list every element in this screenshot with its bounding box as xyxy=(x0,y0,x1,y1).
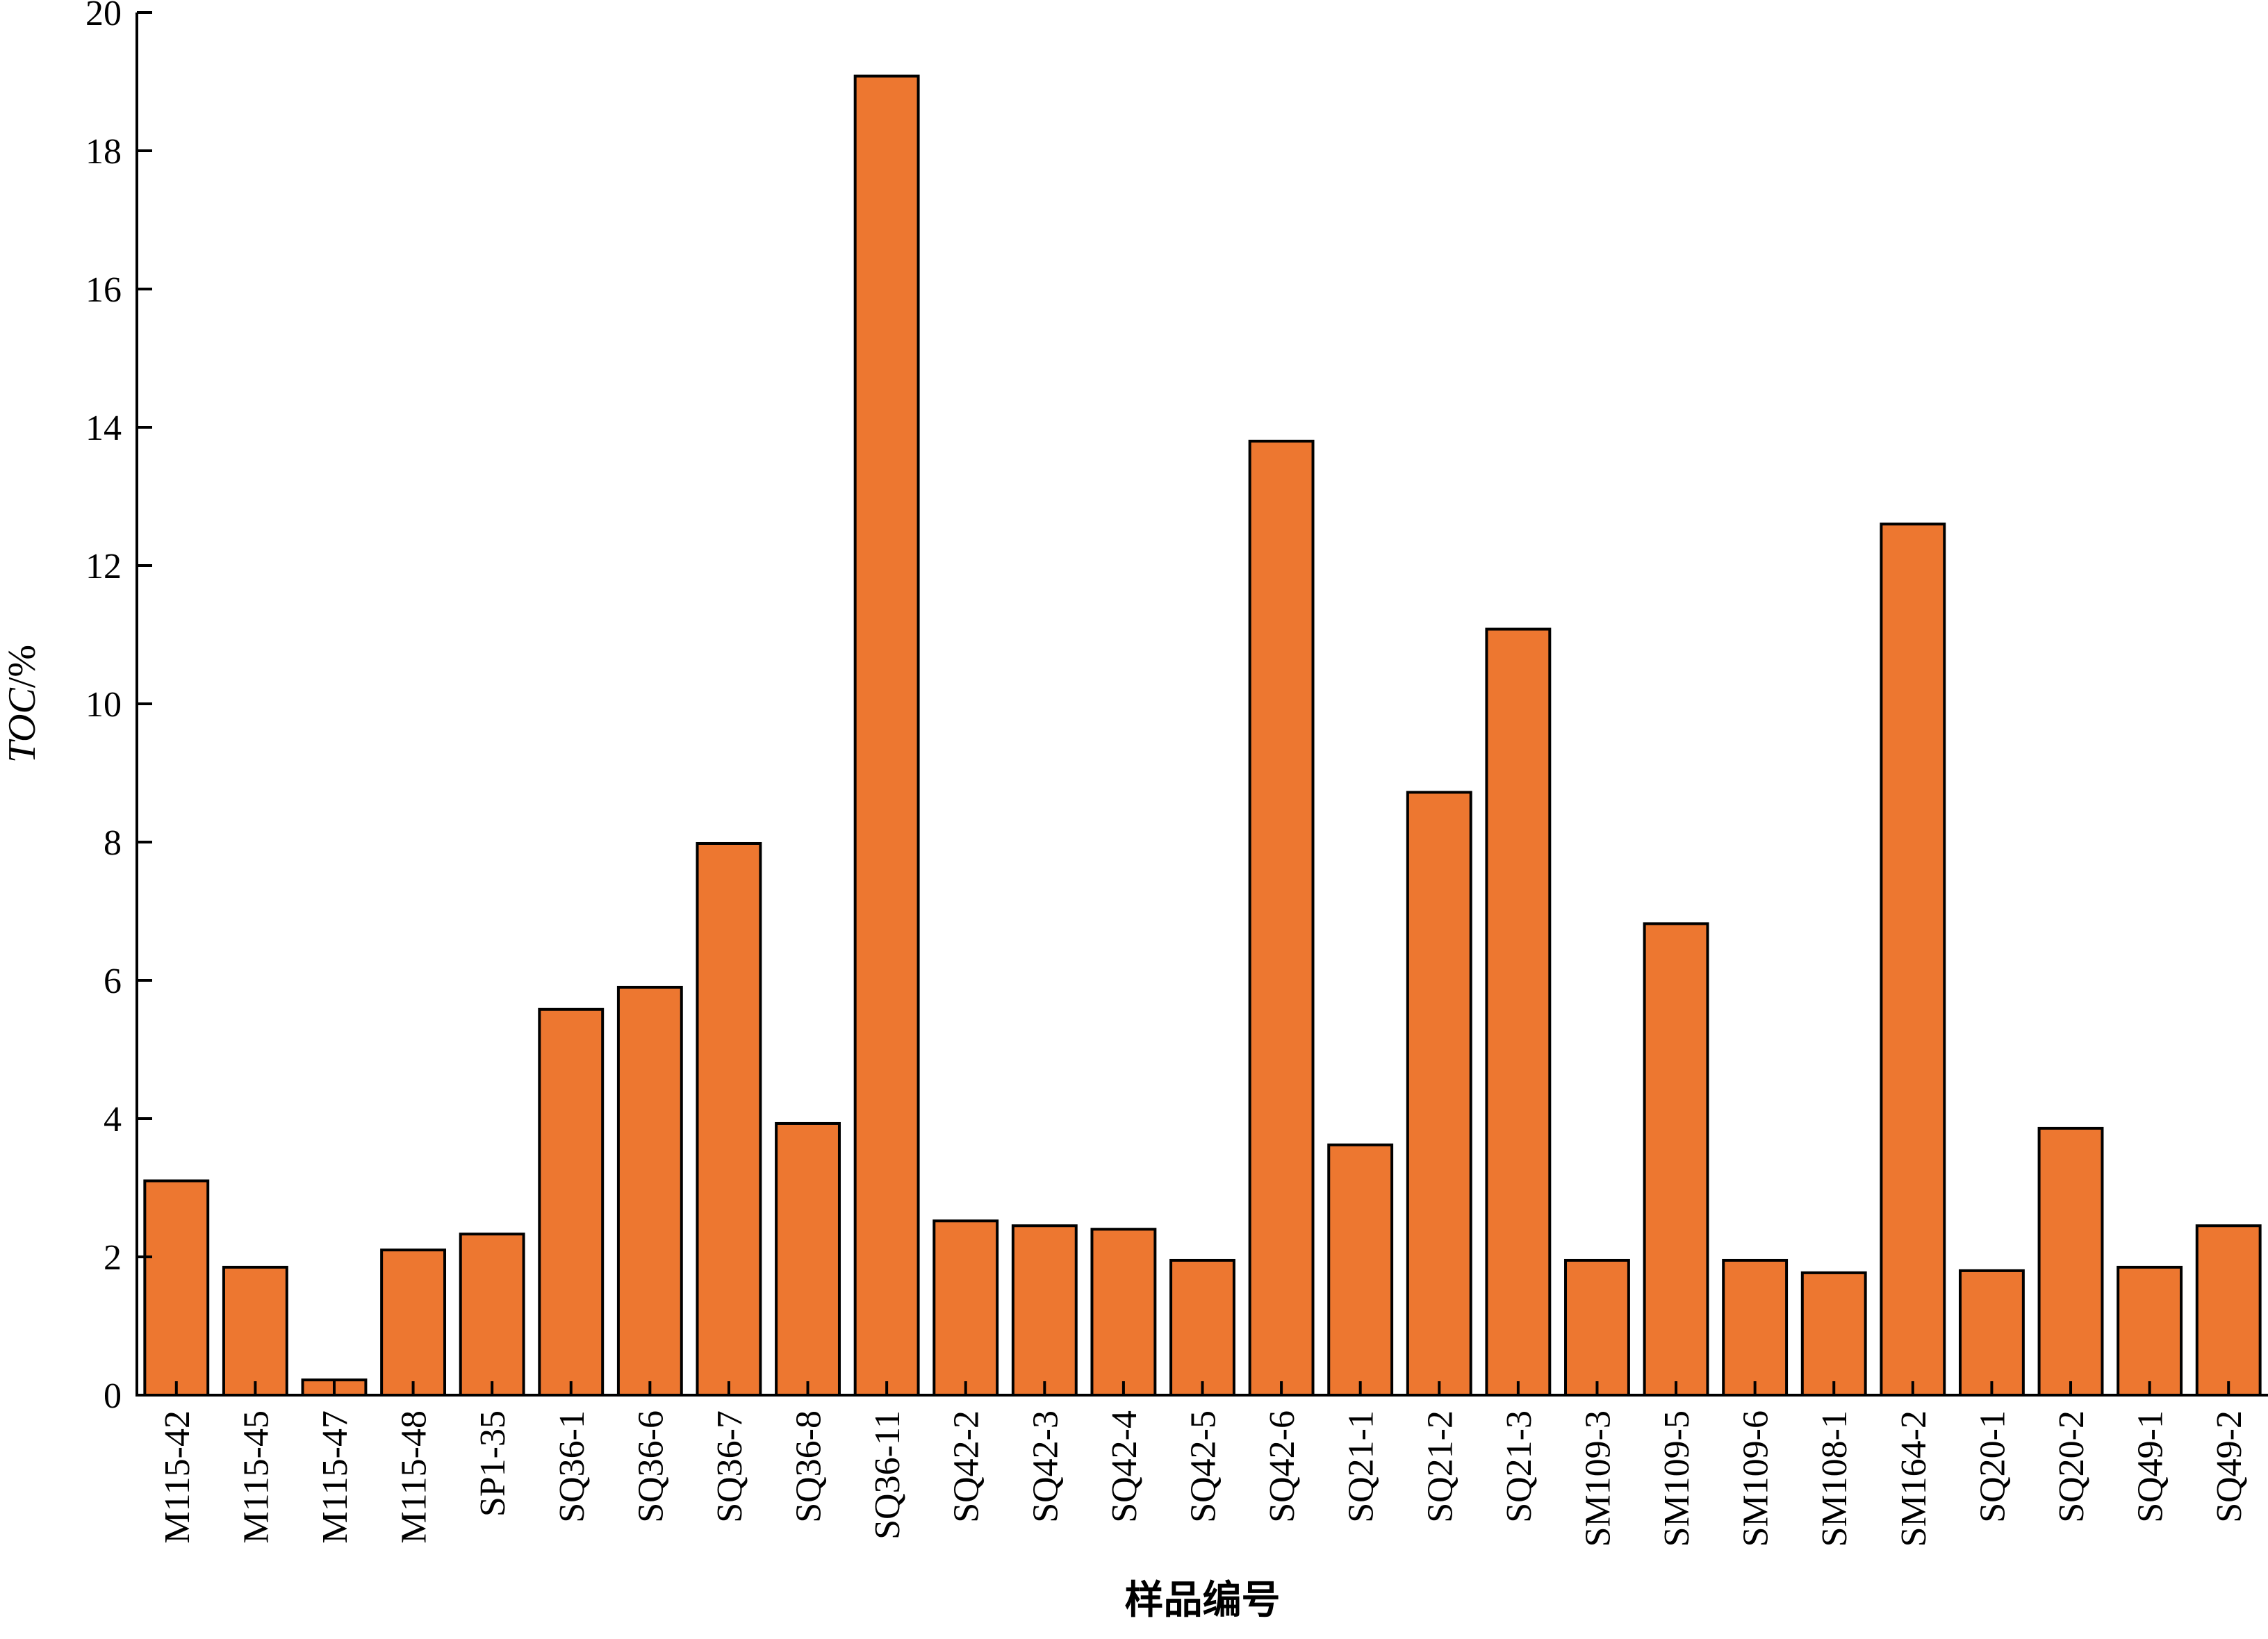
x-tick-label: SQ36-6 xyxy=(631,1410,671,1523)
y-axis-title-unit: /% xyxy=(1,645,44,688)
x-tick-label: SQ21-3 xyxy=(1499,1410,1539,1523)
bar-sm109-3 xyxy=(1564,1258,1630,1397)
x-tick-label: SM109-6 xyxy=(1736,1410,1776,1547)
y-tick-label: 12 xyxy=(85,547,122,586)
y-axis-title-var: TOC xyxy=(1,688,44,764)
y-tick-label: 4 xyxy=(104,1100,122,1139)
x-tick-label: SM164-2 xyxy=(1894,1410,1934,1547)
x-tick-label: SQ36-11 xyxy=(868,1410,907,1540)
x-tick-label: SQ42-6 xyxy=(1263,1410,1302,1523)
bar-sq49-1 xyxy=(2117,1265,2183,1397)
bar-sq21-1 xyxy=(1327,1143,1394,1397)
x-tick-label: SP1-35 xyxy=(473,1410,513,1517)
y-tick-label: 20 xyxy=(85,0,122,33)
x-tick-label: SQ36-8 xyxy=(789,1410,829,1523)
bar-sq42-5 xyxy=(1169,1258,1235,1397)
x-tick-label: M115-48 xyxy=(395,1410,434,1544)
bar-sq36-1 xyxy=(538,1007,605,1397)
bar-sq36-11 xyxy=(853,74,920,1397)
bar-sq49-2 xyxy=(2195,1224,2262,1397)
y-tick-label: 8 xyxy=(104,823,122,863)
y-tick-label: 18 xyxy=(85,132,122,172)
bar-sm109-5 xyxy=(1643,922,1709,1397)
x-tick-label: SQ42-3 xyxy=(1026,1410,1065,1523)
bar-sq20-1 xyxy=(1958,1269,2025,1397)
y-tick-label: 16 xyxy=(85,270,122,310)
bar-sq36-7 xyxy=(696,841,762,1397)
bar-m115-48 xyxy=(380,1249,447,1397)
x-tick-label: SQ49-1 xyxy=(2131,1410,2171,1523)
bar-sq36-8 xyxy=(775,1121,841,1397)
x-tick-label: SQ20-2 xyxy=(2052,1410,2092,1523)
y-tick-label: 10 xyxy=(85,685,122,725)
y-tick-label: 2 xyxy=(104,1238,122,1278)
x-tick-labels: M115-42 M115-45 M115-47 M115-48 SP1-35 SQ36-1… xyxy=(158,1410,2249,1547)
y-tick-label: 14 xyxy=(85,409,122,448)
bar-m115-45 xyxy=(222,1265,288,1397)
y-tick-label: 0 xyxy=(104,1376,122,1416)
y-axis: 0 2 4 6 8 10 12 14 16 18 20 xyxy=(85,0,152,1416)
bar-sq20-2 xyxy=(2037,1126,2104,1397)
x-tick-label: SQ42-5 xyxy=(1184,1410,1224,1523)
x-tick-label: SM108-1 xyxy=(1815,1410,1855,1547)
x-tick-label: SQ49-2 xyxy=(2210,1410,2249,1523)
bars-group xyxy=(143,74,2262,1397)
bar-sq21-3 xyxy=(1485,627,1552,1397)
x-tick-label: M115-45 xyxy=(236,1410,276,1544)
x-tick-label: SQ21-1 xyxy=(1342,1410,1381,1523)
x-tick-label: SQ20-1 xyxy=(1973,1410,2012,1523)
x-tick-label: SM109-3 xyxy=(1578,1410,1618,1547)
bar-sm164-2 xyxy=(1880,522,1946,1397)
bar-sp1-35 xyxy=(459,1233,525,1397)
bar-sq42-2 xyxy=(932,1219,999,1397)
bar-sm108-1 xyxy=(1800,1271,1867,1397)
y-axis-title: TOC/% xyxy=(1,645,44,763)
bar-sq42-6 xyxy=(1248,439,1315,1397)
x-tick-label: SQ36-1 xyxy=(552,1410,592,1523)
x-tick-label: SQ42-2 xyxy=(947,1410,987,1523)
bar-sq21-2 xyxy=(1406,791,1472,1397)
x-tick-label: SQ42-4 xyxy=(1105,1410,1144,1523)
bar-m115-42 xyxy=(143,1179,210,1397)
bar-sq42-4 xyxy=(1090,1228,1157,1397)
y-tick-label: 6 xyxy=(104,962,122,1001)
bar-sm109-6 xyxy=(1722,1258,1789,1397)
x-axis-title: 样品编号 xyxy=(1125,1578,1281,1623)
x-tick-label: SM109-5 xyxy=(1657,1410,1697,1547)
x-tick-label: M115-42 xyxy=(158,1410,197,1544)
x-tick-label: M115-47 xyxy=(315,1410,355,1544)
x-tick-label: SQ36-7 xyxy=(710,1410,750,1523)
bar-sq36-6 xyxy=(616,985,683,1397)
x-axis xyxy=(135,1381,2268,1397)
x-tick-label: SQ21-2 xyxy=(1420,1410,1460,1523)
bar-sq42-3 xyxy=(1011,1224,1078,1397)
